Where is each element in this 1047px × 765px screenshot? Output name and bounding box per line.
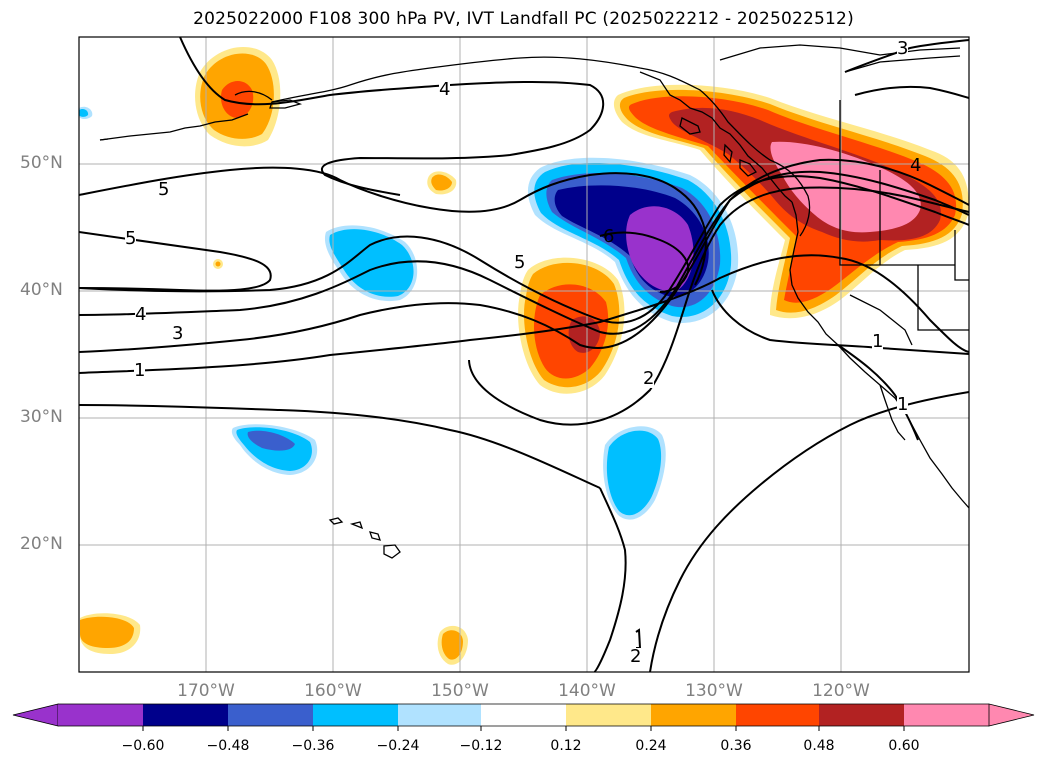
lon-label-150w: 150°W (431, 681, 489, 701)
colorbar-seg-5 (398, 704, 481, 726)
colorbar-seg-8 (651, 704, 736, 726)
plot-frame (78, 36, 970, 673)
contour-line-1-coast (711, 289, 969, 355)
contour-line-2-lower (649, 391, 969, 672)
colorbar-seg-1 (58, 704, 143, 726)
positive-anomaly-fills (80, 46, 969, 665)
fill-pos-small-orange (431, 174, 452, 191)
contour-line-2 (468, 186, 969, 426)
colorbar-tick-label: −0.60 (121, 738, 165, 754)
fill-pos-nw-pacific-red (220, 81, 254, 118)
contour-line-2-south (593, 487, 627, 672)
colorbar-tick-label: −0.12 (459, 738, 503, 754)
contour-line-1-lower (837, 344, 919, 441)
colorbar-seg-6 (481, 704, 566, 726)
colorbar-tick-label: 0.48 (803, 738, 835, 754)
contour-line-4 (79, 170, 969, 335)
fill-pos-bc-orange (441, 630, 463, 660)
colorbar-tick-label: −0.48 (206, 738, 250, 754)
lat-label-30n: 30°N (20, 407, 63, 427)
contour-line-5 (79, 175, 969, 324)
lon-label-130w: 130°W (685, 681, 743, 701)
contour-line-6 (599, 231, 690, 293)
contour-line-3 (79, 158, 969, 353)
contour-line-5-upper (79, 231, 272, 292)
colorbar-tick-label: 0.36 (720, 738, 752, 754)
contour-line-2-left (79, 404, 601, 489)
colorbar-seg-3 (228, 704, 313, 726)
lon-label-140w: 140°W (558, 681, 616, 701)
colorbar-seg-2 (143, 704, 228, 726)
contour-line-small (635, 628, 642, 649)
colorbar-tick-label: −0.24 (376, 738, 420, 754)
contour-line-4-top (179, 37, 605, 196)
lon-label-170w: 170°W (177, 681, 235, 701)
lon-label-120w: 120°W (812, 681, 870, 701)
colorbar-seg-11 (904, 704, 989, 726)
gridlines (79, 37, 969, 672)
map-title: 2025022000 F108 300 hPa PV, IVT Landfall… (193, 9, 854, 29)
fill-neg-w-cyan (329, 229, 414, 297)
colorbar-seg-7 (566, 704, 651, 726)
fill-neg-sw-blue (247, 430, 295, 451)
lon-label-160w: 160°W (304, 681, 362, 701)
negative-anomaly-fills (79, 106, 739, 520)
fill-pos-bl-orange (80, 616, 134, 648)
colorbar-tick-label: −0.36 (291, 738, 335, 754)
colorbar-tick-label: 0.60 (888, 738, 920, 754)
fill-neg-s-cyan (606, 430, 662, 516)
pv-contours (79, 37, 969, 672)
colorbar-extend-right (988, 703, 1035, 727)
lat-label-40n: 40°N (20, 280, 63, 300)
colorbar-tick-label: 0.12 (550, 738, 582, 754)
contour-line-3-upper (844, 39, 969, 73)
colorbar-seg-10 (819, 704, 904, 726)
lat-label-20n: 20°N (20, 534, 63, 554)
contour-line-1 (79, 254, 969, 374)
colorbar-seg-4 (313, 704, 398, 726)
fill-neg-main-purple (626, 206, 694, 292)
colorbar (12, 703, 1035, 731)
contour-line-5-top (79, 166, 707, 286)
colorbar-seg-9 (736, 704, 819, 726)
colorbar-tick-label: 0.24 (635, 738, 667, 754)
colorbar-extend-left (12, 703, 59, 727)
lat-label-50n: 50°N (20, 153, 63, 173)
contour-line-4-upper-right (854, 85, 969, 99)
